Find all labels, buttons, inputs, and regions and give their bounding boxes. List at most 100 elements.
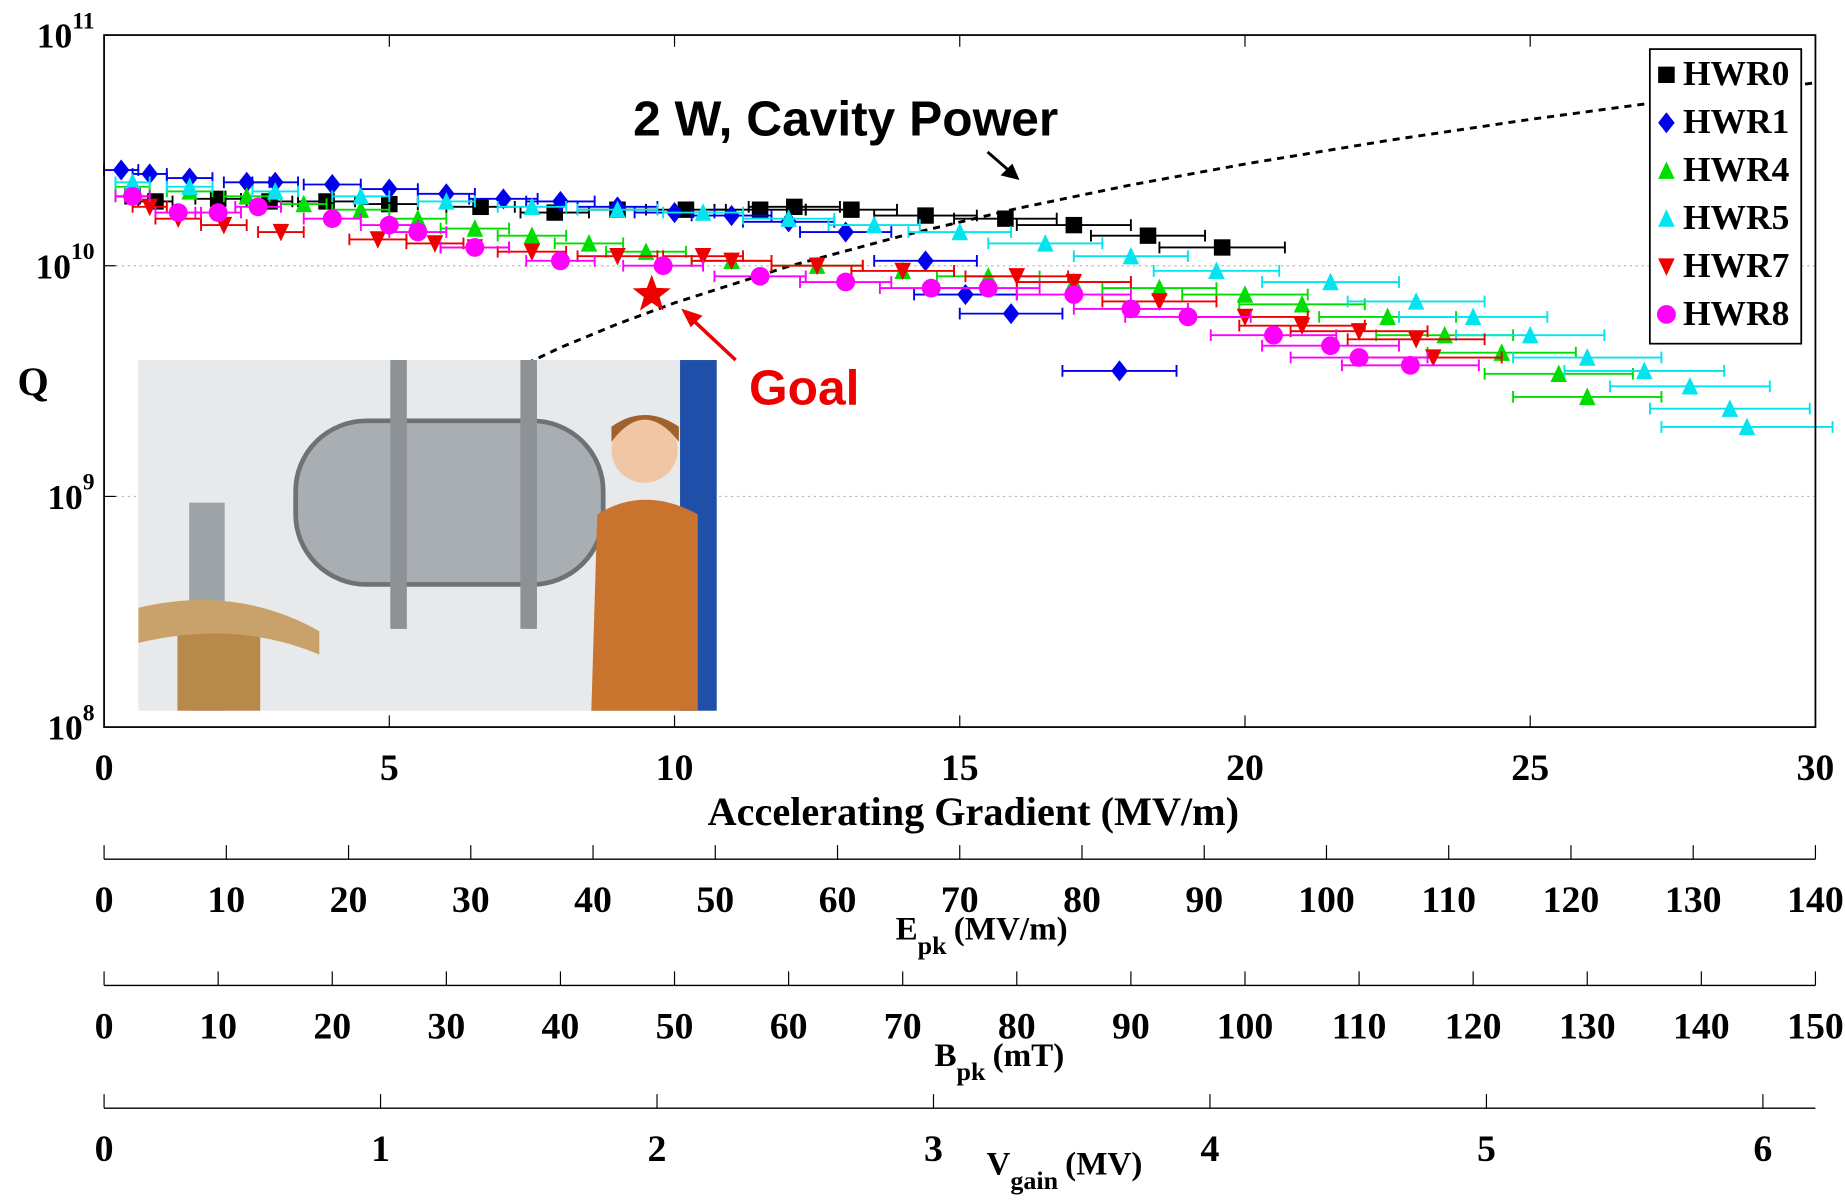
marker [1002,303,1020,325]
y-tick-exponent: 9 [83,470,95,496]
secondary-tick-label: 5 [1477,1128,1496,1170]
marker [921,278,941,298]
marker [951,222,969,241]
marker [352,200,370,218]
marker [495,188,512,210]
y-tick-exponent: 11 [72,9,94,35]
secondary-tick-label: 100 [1217,1006,1274,1048]
secondary-tick-label: 130 [1665,879,1722,921]
secondary-tick-label: 50 [696,879,734,921]
x-tick-label: 30 [1797,747,1835,789]
secondary-tick-label: 70 [884,1006,922,1048]
marker [1139,227,1157,244]
photo-inset [138,360,717,711]
marker [694,203,712,221]
secondary-tick-label: 90 [1112,1006,1150,1048]
marker [1521,325,1539,344]
y-tick-label: 108 [47,701,94,748]
marker [123,186,143,206]
marker [1550,364,1568,382]
label-unit: (MV/m) [954,911,1068,947]
secondary-tick-label: 0 [95,1128,114,1170]
marker [465,238,485,257]
marker [438,192,455,210]
marker [609,248,626,266]
y-tick-base: 10 [37,17,72,56]
secondary-tick-label: 140 [1787,879,1844,921]
marker [1407,331,1425,349]
secondary-tick-label: 110 [1421,879,1476,921]
legend-label: HWR4 [1683,150,1789,189]
marker [1349,348,1369,367]
secondary-tick-label: 10 [207,879,245,921]
marker [843,201,860,218]
secondary-axis-label: Vgain (MV) [986,1146,1142,1195]
marker [1213,239,1231,256]
x-tick-label: 25 [1511,747,1549,789]
y-tick-base: 10 [36,248,71,287]
marker [1178,307,1198,327]
marker [408,222,428,242]
secondary-tick-label: 2 [648,1128,667,1170]
label-symbol: B [934,1038,956,1074]
secondary-tick-label: 80 [998,1006,1036,1048]
secondary-tick-label: 30 [427,1006,465,1048]
y-tick-exponent: 10 [71,240,95,266]
marker [409,209,427,227]
secondary-tick-label: 4 [1200,1128,1219,1170]
marker [1721,399,1739,417]
marker [808,257,826,276]
marker [466,219,484,237]
secondary-tick-label: 6 [1753,1128,1772,1170]
marker [272,223,290,242]
marker [1656,305,1676,324]
secondary-tick-label: 120 [1543,879,1600,921]
secondary-tick-label: 80 [1063,879,1101,921]
y-tick-base: 10 [47,478,82,517]
marker [523,226,541,244]
marker [1578,348,1596,366]
marker [1065,216,1083,234]
marker [426,235,444,253]
label-symbol: E [896,911,918,947]
legend-box [1648,48,1803,345]
secondary-tick-label: 130 [1559,1006,1616,1048]
marker [550,251,570,271]
marker [837,221,854,243]
marker [1293,295,1311,313]
marker [1151,293,1168,311]
marker [266,182,284,200]
marker [723,205,740,227]
marker [124,172,141,191]
legend-label: HWR7 [1683,246,1789,285]
photo-pipe [390,360,407,629]
secondary-tick-label: 70 [941,879,979,921]
y-tick-exponent: 8 [83,701,95,727]
marker [523,197,541,216]
marker [1658,258,1675,276]
secondary-tick-label: 20 [313,1006,351,1048]
photo-pipe [520,360,537,629]
marker [1111,360,1128,382]
y-tick-label: 109 [47,470,94,517]
annotation-arrowhead [1000,163,1020,181]
marker [1424,349,1442,367]
secondary-tick-label: 110 [1332,1006,1387,1048]
marker [295,194,313,213]
marker [917,207,934,224]
marker [1681,376,1699,395]
marker [1379,307,1396,326]
marker [751,201,769,218]
marker [865,215,883,234]
power-curve-label: 2 W, Cavity Power [633,92,1058,147]
label-unit: (mT) [993,1038,1065,1074]
legend-label: HWR0 [1683,54,1789,93]
marker [1407,292,1425,310]
y-tick-base: 10 [47,709,82,748]
secondary-tick-label: 120 [1445,1006,1502,1048]
marker [168,203,188,222]
marker [894,262,911,281]
legend-label: HWR1 [1683,102,1789,141]
marks [103,159,1834,436]
secondary-tick-label: 0 [95,1006,114,1048]
